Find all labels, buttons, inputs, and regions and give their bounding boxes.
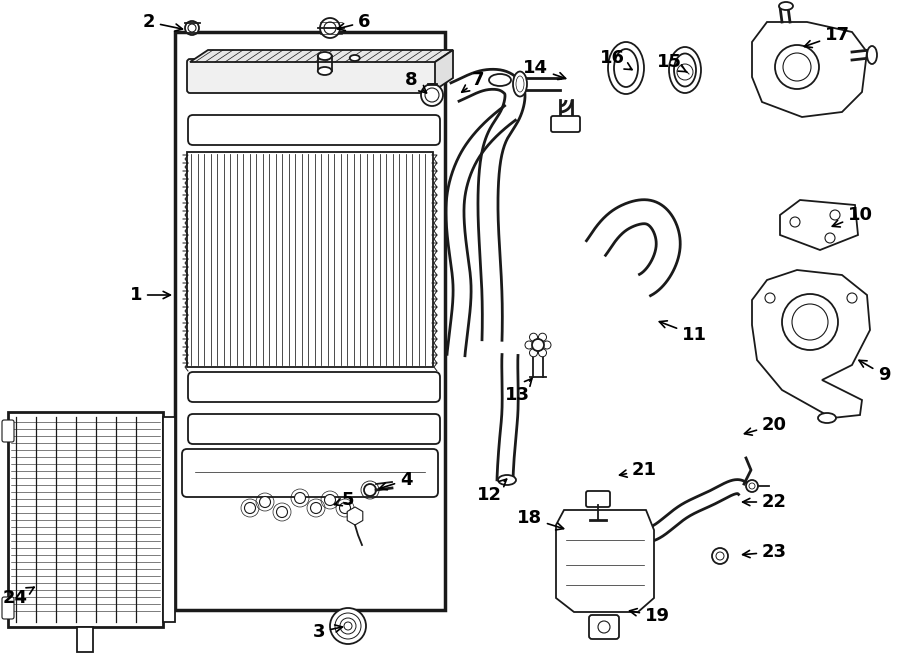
Circle shape (188, 24, 196, 32)
FancyBboxPatch shape (188, 115, 440, 145)
Bar (8, 412, 163, 627)
FancyBboxPatch shape (551, 116, 580, 132)
Ellipse shape (318, 67, 332, 75)
Circle shape (339, 502, 350, 514)
Circle shape (538, 349, 546, 357)
Circle shape (325, 494, 336, 506)
Circle shape (294, 492, 305, 504)
Circle shape (598, 621, 610, 633)
Text: 21: 21 (619, 461, 657, 479)
Circle shape (825, 233, 835, 243)
Circle shape (245, 502, 256, 514)
Circle shape (340, 618, 356, 634)
Circle shape (350, 511, 360, 521)
Circle shape (335, 613, 361, 639)
FancyBboxPatch shape (188, 414, 440, 444)
Circle shape (421, 84, 443, 106)
Text: 19: 19 (630, 607, 670, 625)
Ellipse shape (669, 47, 701, 93)
Text: 9: 9 (859, 360, 890, 384)
Text: 8: 8 (405, 71, 427, 93)
Polygon shape (347, 507, 363, 525)
Text: 17: 17 (805, 26, 850, 48)
Circle shape (538, 333, 546, 341)
Circle shape (677, 64, 693, 80)
Circle shape (425, 88, 439, 102)
Circle shape (712, 548, 728, 564)
Text: 5: 5 (335, 491, 355, 509)
Bar (77, 627, 93, 652)
Text: 3: 3 (312, 623, 343, 641)
FancyBboxPatch shape (2, 420, 14, 442)
FancyBboxPatch shape (586, 491, 610, 507)
Bar (175, 32, 445, 610)
Circle shape (532, 339, 544, 351)
Ellipse shape (818, 413, 836, 423)
Circle shape (310, 502, 321, 514)
FancyBboxPatch shape (589, 615, 619, 639)
Text: 2: 2 (142, 13, 183, 31)
Text: 20: 20 (744, 416, 787, 435)
Ellipse shape (674, 54, 696, 87)
Circle shape (775, 45, 819, 89)
Circle shape (259, 496, 271, 508)
Circle shape (525, 341, 533, 349)
Text: 7: 7 (462, 71, 484, 93)
Text: 14: 14 (523, 59, 565, 79)
Ellipse shape (489, 74, 511, 86)
Text: 6: 6 (338, 13, 371, 31)
Circle shape (330, 608, 366, 644)
FancyBboxPatch shape (182, 449, 438, 497)
Polygon shape (780, 200, 858, 250)
Ellipse shape (318, 52, 332, 60)
Circle shape (344, 622, 352, 630)
Circle shape (746, 480, 758, 492)
Circle shape (782, 294, 838, 350)
Circle shape (364, 484, 376, 496)
FancyBboxPatch shape (187, 59, 438, 93)
Bar (163, 417, 175, 622)
Polygon shape (556, 510, 654, 612)
Bar (187, 152, 433, 367)
Text: 12: 12 (477, 479, 507, 504)
Circle shape (529, 349, 537, 357)
Ellipse shape (779, 2, 793, 10)
Circle shape (830, 210, 840, 220)
Text: 23: 23 (742, 543, 787, 561)
Circle shape (529, 333, 537, 341)
Ellipse shape (350, 55, 360, 61)
Circle shape (543, 341, 551, 349)
Polygon shape (752, 270, 870, 418)
FancyBboxPatch shape (188, 372, 440, 402)
Polygon shape (190, 50, 453, 62)
Ellipse shape (498, 475, 516, 485)
Text: 4: 4 (380, 471, 412, 490)
Text: 18: 18 (517, 509, 563, 530)
Circle shape (765, 293, 775, 303)
Ellipse shape (608, 42, 644, 94)
Circle shape (790, 217, 800, 227)
Circle shape (320, 18, 340, 38)
Text: 24: 24 (3, 587, 34, 607)
Ellipse shape (513, 71, 527, 97)
Text: 11: 11 (660, 321, 707, 344)
Ellipse shape (867, 46, 877, 64)
Polygon shape (435, 50, 453, 90)
Text: 13: 13 (505, 379, 532, 404)
Text: 16: 16 (600, 49, 632, 69)
Circle shape (324, 22, 336, 34)
Text: 10: 10 (832, 206, 873, 227)
Text: 15: 15 (657, 53, 688, 72)
Text: 1: 1 (130, 286, 170, 304)
Circle shape (276, 506, 287, 518)
Polygon shape (752, 22, 867, 117)
Circle shape (185, 21, 199, 35)
Text: 22: 22 (742, 493, 787, 511)
FancyBboxPatch shape (2, 597, 14, 619)
Circle shape (847, 293, 857, 303)
